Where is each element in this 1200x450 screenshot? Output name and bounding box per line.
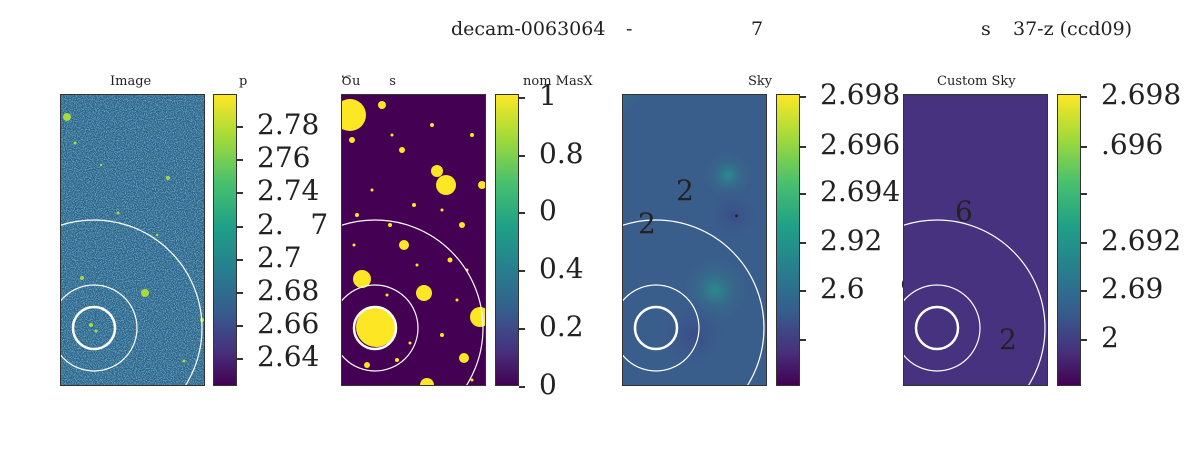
colorbar-tick <box>237 325 243 327</box>
colorbar-tick <box>1081 193 1087 195</box>
colorbar-tick <box>237 192 243 194</box>
colorbar-tick <box>237 159 243 161</box>
colorbar-tick-label: 2.92 <box>820 224 883 257</box>
colorbar-tick-label: 2. 7 <box>257 208 329 241</box>
colorbar-tick <box>800 339 806 341</box>
panel-title-image: Image <box>110 74 152 89</box>
colorbar-tick <box>237 126 243 128</box>
colorbar-tick-label: 2.7 <box>257 241 302 274</box>
colorbar-tick <box>519 97 525 99</box>
mask-canvas <box>342 95 485 385</box>
figure-title-part-3: 7 <box>751 18 764 40</box>
colorbar-tick <box>237 358 243 360</box>
colorbar-mask <box>495 94 519 386</box>
colorbar-tick <box>519 386 525 388</box>
colorbar-tick-label: 0 <box>539 368 557 401</box>
masked-sources <box>342 99 485 385</box>
colorbar-tick-label: 2.64 <box>257 340 320 373</box>
panel-title-mask: Ծu s <box>341 74 396 89</box>
colorbar-tick-label: 2.698 <box>820 78 901 111</box>
figure-title-part-5: 37-z (ccd09) <box>1013 18 1133 40</box>
aperture-annulus <box>904 219 1046 385</box>
figure-title-part-1: decam-0063064 <box>451 18 606 40</box>
colorbar-tick <box>1081 146 1087 148</box>
colorbar-tick <box>800 290 806 292</box>
figure-title-part-4: s <box>981 18 991 40</box>
colorbar-tick <box>800 146 806 148</box>
aperture-annulus <box>623 219 765 385</box>
colorbar-tick-label: 2.68 <box>257 274 320 307</box>
colorbar-tick-label: 0 <box>539 194 557 227</box>
colorbar-tick <box>1081 96 1087 98</box>
mask-panel <box>341 94 486 386</box>
custom-sky-overlay-label: 2 <box>999 323 1017 356</box>
colorbar-tick <box>237 259 243 261</box>
colorbar-tick-label: .696 <box>1101 128 1164 161</box>
colorbar-tick-label: 2.74 <box>257 174 320 207</box>
panel-title-custom-sky: Custom Sky <box>937 74 1016 89</box>
colorbar-image <box>213 94 237 386</box>
colorbar-tick-label: 2.696 <box>820 128 901 161</box>
colorbar-tick <box>1081 339 1087 341</box>
colorbar-tick <box>519 328 525 330</box>
aperture-annulus <box>342 219 484 385</box>
colorbar-tick-label: 2.692 <box>1101 224 1182 257</box>
colorbar-tick <box>519 155 525 157</box>
colorbar-title-image: p <box>239 74 248 89</box>
colorbar-tick <box>800 193 806 195</box>
colorbar-tick <box>519 212 525 214</box>
sky-overlay-label: 2 <box>638 207 656 240</box>
colorbar-tick <box>1081 290 1087 292</box>
colorbar-tick-label: 276 <box>257 141 311 174</box>
panel-title-sky: Sky <box>748 74 773 89</box>
colorbar-tick-label: 2.66 <box>257 307 320 340</box>
colorbar-tick <box>800 96 806 98</box>
colorbar-tick <box>237 226 243 228</box>
sky-overlay-label: . <box>733 198 740 223</box>
colorbar-tick <box>519 270 525 272</box>
colorbar-custom-sky <box>1057 94 1081 386</box>
sky-panel <box>622 94 767 386</box>
colorbar-tick <box>800 242 806 244</box>
star-dots <box>63 113 204 363</box>
sky-canvas <box>623 95 766 385</box>
colorbar-tick-label: 2.694 <box>820 175 901 208</box>
image-panel <box>60 94 205 386</box>
custom-sky-overlay-label: 6 <box>955 195 973 228</box>
colorbar-sky <box>776 94 800 386</box>
colorbar-tick-label: 2 <box>1101 321 1119 354</box>
figure-title-part-2: - <box>626 18 633 40</box>
colorbar-tick <box>1081 242 1087 244</box>
image-canvas <box>61 95 204 385</box>
colorbar-title-mask: nom MasX <box>523 74 593 89</box>
custom-sky-panel <box>903 94 1048 386</box>
colorbar-tick-label: 1 <box>539 79 557 112</box>
aperture-annulus <box>61 219 203 385</box>
colorbar-tick-label: 0.2 <box>539 310 584 343</box>
colorbar-tick-label: 0.4 <box>539 252 584 285</box>
custom-sky-canvas <box>904 95 1047 385</box>
colorbar-tick-label: 2.698 <box>1101 78 1182 111</box>
colorbar-tick-label: 2.78 <box>257 108 320 141</box>
colorbar-tick <box>237 292 243 294</box>
sky-overlay-label: 2 <box>676 174 694 207</box>
colorbar-tick-label: 2.69 <box>1101 272 1164 305</box>
colorbar-tick-label: 0.8 <box>539 137 584 170</box>
